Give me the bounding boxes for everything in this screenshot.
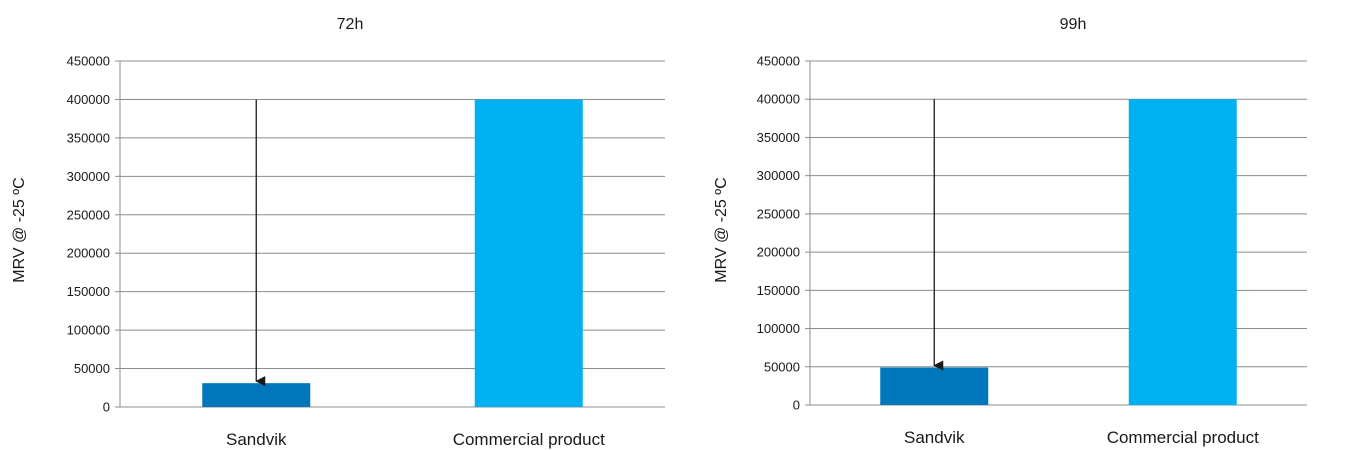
y-tick-label: 50000 — [764, 359, 800, 374]
chart-svg: 72h MRV @ -25 ºC 0 50000 100000 150000 200000 2… — [11, 16, 665, 449]
y-tick-label: 0 — [103, 400, 110, 415]
y-tick-label: 0 — [793, 398, 800, 413]
y-tick-label: 100000 — [757, 321, 800, 336]
y-tick-label: 200000 — [757, 245, 800, 260]
y-tick-label: 350000 — [67, 130, 110, 145]
chart-title: 72h — [337, 16, 364, 33]
bar-commercial-product — [474, 99, 583, 407]
y-tick-label: 350000 — [757, 130, 800, 145]
y-tick-label: 450000 — [757, 54, 800, 69]
bar-sandvik — [880, 367, 989, 405]
chart-svg: 99h MRV @ -25 ºC 0 50000 100000 150000 200000 2… — [713, 16, 1307, 447]
y-tick-label: 300000 — [757, 168, 800, 183]
y-axis-label: MRV @ -25 ºC — [713, 177, 730, 282]
x-tick-label: Sandvik — [904, 428, 965, 447]
y-tick-label: 150000 — [67, 284, 110, 299]
y-tick-label: 100000 — [67, 323, 110, 338]
y-axis-label: MRV @ -25 ºC — [11, 177, 28, 282]
chart-title: 99h — [1060, 16, 1087, 33]
y-tick-label: 400000 — [757, 92, 800, 107]
y-tick-label: 250000 — [757, 206, 800, 221]
bar-commercial-product — [1128, 99, 1237, 405]
x-tick-label: Sandvik — [226, 430, 287, 449]
x-tick-label: Commercial product — [453, 430, 605, 449]
chart-99h: 99h MRV @ -25 ºC 0 50000 100000 150000 200000 2… — [700, 0, 1348, 450]
y-tick-label: 200000 — [67, 246, 110, 261]
chart-72h: 72h MRV @ -25 ºC 0 50000 100000 150000 200000 2… — [11, 16, 665, 449]
y-tick-label: 250000 — [67, 207, 110, 222]
x-tick-label: Commercial product — [1107, 428, 1259, 447]
y-tick-label: 300000 — [67, 169, 110, 184]
y-tick-label: 50000 — [74, 361, 110, 376]
y-tick-label: 450000 — [67, 54, 110, 69]
bar-sandvik — [202, 383, 311, 407]
y-tick-label: 400000 — [67, 92, 110, 107]
y-tick-label: 150000 — [757, 283, 800, 298]
